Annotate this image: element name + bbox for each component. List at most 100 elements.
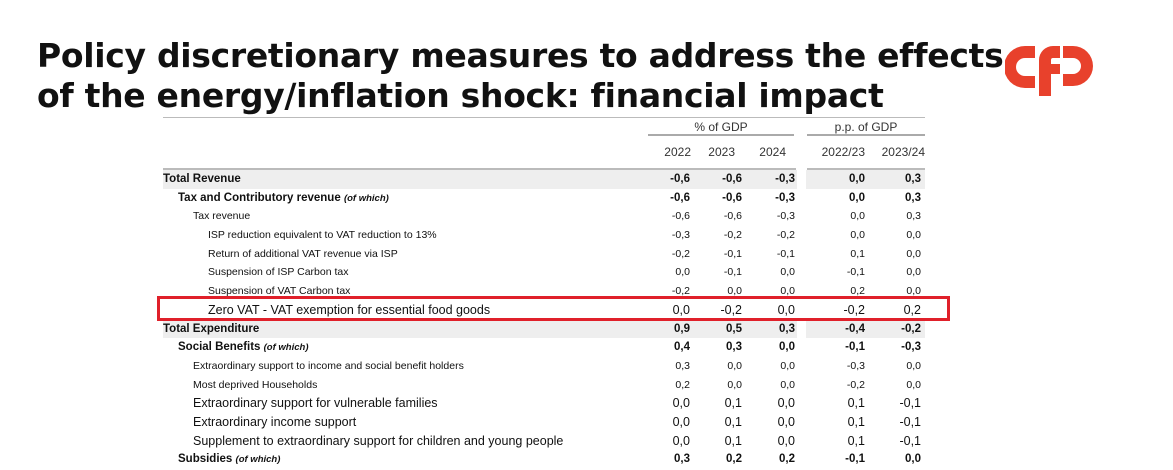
cell-value: 0,5 bbox=[726, 322, 742, 335]
cell-value: 0,0 bbox=[672, 396, 690, 411]
cell-value: 0,3 bbox=[905, 191, 921, 204]
cell-value: 0,2 bbox=[675, 378, 690, 391]
table-row: Extraordinary support to income and soci… bbox=[163, 357, 925, 376]
table-row: Supplement to extraordinary support for … bbox=[163, 432, 925, 451]
row-label-text: Total Expenditure bbox=[163, 322, 260, 335]
column-header: 2023/24 bbox=[881, 145, 925, 159]
cell-value: 0,0 bbox=[906, 378, 921, 391]
cell-value: 0,0 bbox=[780, 378, 795, 391]
cell-value: -0,2 bbox=[720, 302, 742, 317]
row-note: (of which) bbox=[263, 342, 309, 354]
cell-value: 0,0 bbox=[906, 229, 921, 242]
cell-value: 0,1 bbox=[724, 433, 742, 448]
cell-value: 0,0 bbox=[727, 378, 742, 391]
cell-value: -0,3 bbox=[775, 191, 795, 204]
cell-value: 0,0 bbox=[727, 359, 742, 372]
column-header: 2024 bbox=[759, 145, 786, 159]
row-note: (of which) bbox=[343, 192, 389, 204]
cell-value: -0,3 bbox=[775, 173, 795, 185]
cell-value: 0,3 bbox=[675, 359, 690, 372]
row-label-text: Supplement to extraordinary support for … bbox=[193, 433, 564, 448]
cell-value: -0,3 bbox=[776, 210, 795, 223]
cell-value: 0,0 bbox=[777, 433, 795, 448]
table-row: Total Revenue -0,6 -0,6 -0,3 0,0 0,3 bbox=[163, 170, 925, 189]
cell-value: 0,3 bbox=[779, 322, 795, 335]
cell-value: -0,2 bbox=[901, 322, 921, 335]
impact-table: Total Revenue -0,6 -0,6 -0,3 0,0 0,3 Tax and C… bbox=[163, 170, 925, 469]
row-label: Tax and Contributory revenue (of which) bbox=[178, 189, 389, 209]
page-title: Policy discretionary measures to address… bbox=[37, 36, 1004, 116]
table-row: Subsidies (of which) 0,3 0,2 0,2 -0,1 0,0 bbox=[163, 450, 925, 469]
row-label: Suspension of VAT Carbon tax bbox=[208, 282, 350, 301]
cell-value: 0,0 bbox=[905, 453, 921, 466]
cell-value: -0,1 bbox=[845, 341, 865, 354]
cell-value: 0,0 bbox=[780, 266, 795, 279]
cell-value: 0,1 bbox=[847, 396, 865, 411]
cell-value: -0,6 bbox=[671, 210, 690, 223]
cell-value: 0,0 bbox=[780, 359, 795, 372]
cell-value: 0,0 bbox=[672, 302, 690, 317]
cell-value: 0,0 bbox=[777, 396, 795, 411]
cell-value: 0,3 bbox=[906, 210, 921, 223]
cell-value: -0,2 bbox=[671, 247, 690, 260]
table-row: Total Expenditure 0,9 0,5 0,3 -0,4 -0,2 bbox=[163, 319, 925, 339]
row-label-text: Social Benefits bbox=[178, 341, 264, 354]
cell-value: -0,1 bbox=[899, 396, 921, 411]
cell-value: 0,1 bbox=[847, 433, 865, 448]
cell-value: 0,1 bbox=[850, 247, 865, 260]
cell-value: -0,4 bbox=[845, 322, 865, 335]
cell-value: 0,2 bbox=[850, 285, 865, 298]
row-label-text: Suspension of VAT Carbon tax bbox=[208, 285, 351, 298]
table-row: Tax and Contributory revenue (of which) -… bbox=[163, 189, 925, 208]
cell-value: 0,0 bbox=[850, 210, 865, 223]
row-label-text: ISP reduction equivalent to VAT reductio… bbox=[208, 229, 437, 242]
table-row: Tax revenue -0,6 -0,6 -0,3 0,0 0,3 bbox=[163, 207, 925, 226]
row-shading bbox=[163, 170, 797, 189]
cell-value: -0,3 bbox=[901, 341, 921, 354]
cell-value: -0,6 bbox=[723, 210, 742, 223]
cell-value: 0,0 bbox=[675, 266, 690, 279]
cell-value: -0,6 bbox=[670, 173, 690, 185]
cfp-logo bbox=[1005, 46, 1093, 96]
table-row: Extraordinary support for vulnerable fam… bbox=[163, 394, 925, 413]
cell-value: -0,1 bbox=[845, 453, 865, 466]
row-label: Return of additional VAT revenue via ISP bbox=[208, 245, 398, 264]
cell-value: 0,0 bbox=[672, 414, 690, 429]
cell-value: -0,6 bbox=[722, 173, 742, 185]
cell-value: 0,4 bbox=[674, 341, 690, 354]
header-rule bbox=[163, 168, 796, 170]
row-label: ISP reduction equivalent to VAT reductio… bbox=[208, 226, 437, 245]
table-row: Extraordinary income support 0,0 0,1 0,0 0,1… bbox=[163, 413, 925, 432]
cell-value: -0,3 bbox=[846, 359, 865, 372]
group-header-pct-gdp: % of GDP bbox=[694, 120, 748, 134]
row-shading bbox=[163, 319, 797, 339]
row-label: Most deprived Households bbox=[193, 376, 317, 395]
cell-value: -0,2 bbox=[843, 302, 865, 317]
table-row: Most deprived Households 0,2 0,0 0,0 -0,2 0,0 bbox=[163, 376, 925, 395]
cell-value: 0,2 bbox=[726, 453, 742, 466]
column-header: 2022 bbox=[664, 145, 691, 159]
cell-value: -0,2 bbox=[776, 229, 795, 242]
cell-value: 0,0 bbox=[906, 247, 921, 260]
row-shading bbox=[806, 170, 925, 189]
cell-value: -0,2 bbox=[671, 285, 690, 298]
table-row: Suspension of VAT Carbon tax -0,2 0,0 0,0 0,… bbox=[163, 282, 925, 301]
title-line-1: Policy discretionary measures to address… bbox=[37, 36, 1004, 75]
row-label: Suspension of ISP Carbon tax bbox=[208, 263, 348, 282]
cell-value: 0,0 bbox=[777, 302, 795, 317]
cell-value: -0,2 bbox=[723, 229, 742, 242]
cell-value: 0,0 bbox=[906, 359, 921, 372]
row-label-text: Total Revenue bbox=[163, 173, 241, 185]
table-row: Zero VAT - VAT exemption for essential f… bbox=[163, 301, 925, 320]
highlight-box bbox=[157, 296, 950, 321]
table-row: Return of additional VAT revenue via ISP… bbox=[163, 245, 925, 264]
cell-value: 0,0 bbox=[727, 285, 742, 298]
column-header: 2023 bbox=[708, 145, 735, 159]
cell-value: 0,3 bbox=[905, 173, 921, 185]
cell-value: -0,2 bbox=[846, 378, 865, 391]
cell-value: 0,0 bbox=[672, 433, 690, 448]
row-note: (of which) bbox=[235, 454, 281, 466]
row-label: Subsidies (of which) bbox=[178, 450, 280, 470]
cell-value: 0,0 bbox=[906, 266, 921, 279]
cell-value: -0,1 bbox=[899, 433, 921, 448]
